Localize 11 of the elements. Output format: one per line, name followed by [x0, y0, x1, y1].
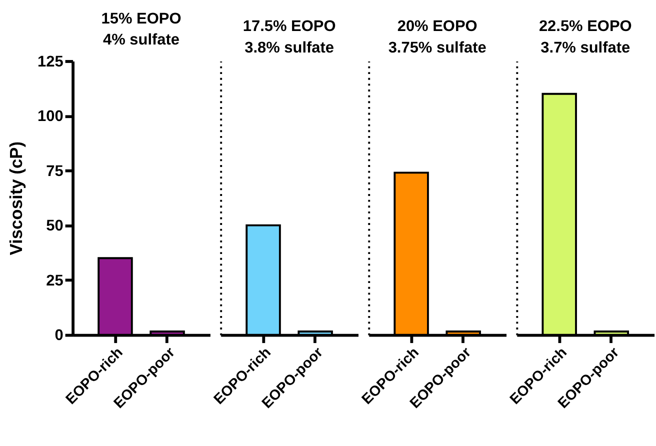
y-axis-title: Viscosity (cP)	[6, 141, 26, 256]
chart-title: 22.5% EOPO 3.7% sulfate	[538, 18, 632, 56]
y-tick-label: 100	[38, 108, 64, 126]
y-tick-label: 0	[54, 327, 64, 344]
y-tick-label: 25	[46, 272, 64, 290]
chart-title: 17.5% EOPO 3.8% sulfate	[242, 18, 336, 56]
chart-title: 15% EOPO 4% sulfate	[101, 10, 182, 49]
y-tick-label: 50	[46, 218, 64, 235]
y-tick-label: 75	[46, 162, 64, 180]
y-tick-label: 125	[38, 53, 64, 70]
chart-title: 20% EOPO 3.75% sulfate	[388, 18, 487, 56]
